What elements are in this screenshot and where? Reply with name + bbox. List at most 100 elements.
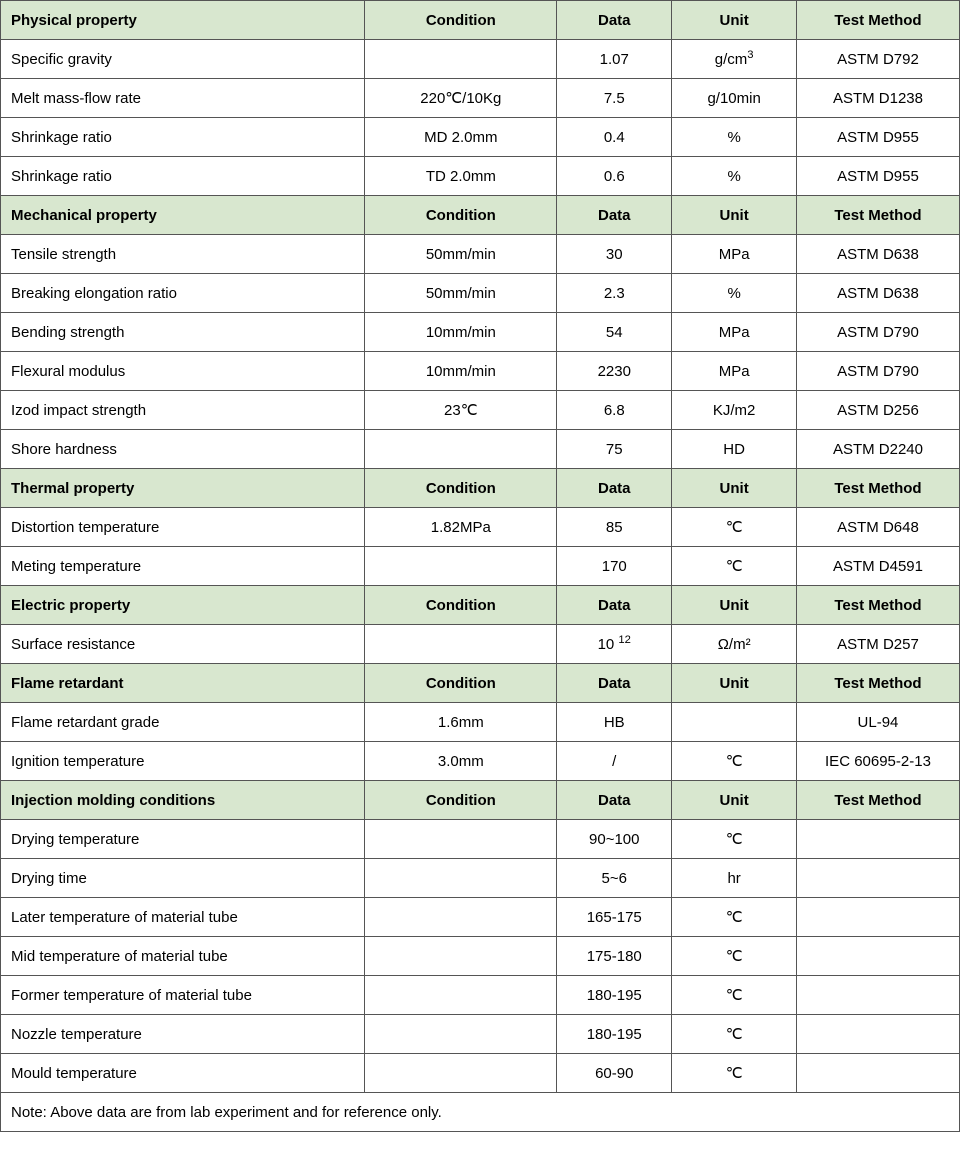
col-data: Data <box>557 586 672 625</box>
cell-method <box>796 937 959 976</box>
cell-name: Meting temperature <box>1 547 365 586</box>
cell-data: 0.6 <box>557 157 672 196</box>
table-row: Shrinkage ratioMD 2.0mm0.4%ASTM D955 <box>1 118 960 157</box>
col-unit: Unit <box>672 781 797 820</box>
table-row: Shore hardness75HDASTM D2240 <box>1 430 960 469</box>
cell-unit: g/10min <box>672 79 797 118</box>
cell-unit: HD <box>672 430 797 469</box>
cell-condition <box>365 976 557 1015</box>
section-title: Physical property <box>1 1 365 40</box>
table-row: Melt mass-flow rate220℃/10Kg7.5g/10minAS… <box>1 79 960 118</box>
section-title: Thermal property <box>1 469 365 508</box>
note-row: Note: Above data are from lab experiment… <box>1 1093 960 1132</box>
col-unit: Unit <box>672 469 797 508</box>
cell-name: Ignition temperature <box>1 742 365 781</box>
cell-method: ASTM D790 <box>796 352 959 391</box>
col-data: Data <box>557 196 672 235</box>
cell-method: ASTM D4591 <box>796 547 959 586</box>
cell-name: Drying time <box>1 859 365 898</box>
cell-data: 2.3 <box>557 274 672 313</box>
cell-data: 75 <box>557 430 672 469</box>
cell-name: Later temperature of material tube <box>1 898 365 937</box>
cell-data: 5~6 <box>557 859 672 898</box>
cell-unit: % <box>672 118 797 157</box>
cell-name: Flexural modulus <box>1 352 365 391</box>
cell-unit: MPa <box>672 313 797 352</box>
table-row: Later temperature of material tube 165-17… <box>1 898 960 937</box>
cell-unit <box>672 703 797 742</box>
table-row: Izod impact strength23℃6.8KJ/m2ASTM D256 <box>1 391 960 430</box>
cell-condition <box>365 937 557 976</box>
cell-unit: ℃ <box>672 820 797 859</box>
cell-unit: hr <box>672 859 797 898</box>
cell-data: 7.5 <box>557 79 672 118</box>
table-row: Former temperature of material tube180-1… <box>1 976 960 1015</box>
col-unit: Unit <box>672 664 797 703</box>
cell-name: Mid temperature of material tube <box>1 937 365 976</box>
cell-method: ASTM D256 <box>796 391 959 430</box>
properties-table: Physical propertyConditionDataUnitTest M… <box>0 0 960 1132</box>
cell-unit: ℃ <box>672 1054 797 1093</box>
cell-name: Melt mass-flow rate <box>1 79 365 118</box>
cell-unit: % <box>672 157 797 196</box>
table-row: Mid temperature of material tube175-180℃ <box>1 937 960 976</box>
cell-name: Distortion temperature <box>1 508 365 547</box>
table-row: Surface resistance10 12Ω/m²ASTM D257 <box>1 625 960 664</box>
table-row: Drying temperature90~100℃ <box>1 820 960 859</box>
cell-data: 165-175 <box>557 898 672 937</box>
cell-condition: 220℃/10Kg <box>365 79 557 118</box>
cell-name: Breaking elongation ratio <box>1 274 365 313</box>
cell-unit: MPa <box>672 352 797 391</box>
table-row: Bending strength10mm/min54MPaASTM D790 <box>1 313 960 352</box>
cell-data: 180-195 <box>557 1015 672 1054</box>
col-data: Data <box>557 664 672 703</box>
cell-method: ASTM D638 <box>796 235 959 274</box>
cell-unit: % <box>672 274 797 313</box>
col-method: Test Method <box>796 586 959 625</box>
col-method: Test Method <box>796 196 959 235</box>
cell-condition <box>365 40 557 79</box>
cell-method: ASTM D790 <box>796 313 959 352</box>
section-title: Electric property <box>1 586 365 625</box>
col-condition: Condition <box>365 781 557 820</box>
col-condition: Condition <box>365 1 557 40</box>
cell-condition: 10mm/min <box>365 352 557 391</box>
cell-condition: 1.6mm <box>365 703 557 742</box>
cell-unit: ℃ <box>672 976 797 1015</box>
section-title: Mechanical property <box>1 196 365 235</box>
section-header: Injection molding conditionsConditionDat… <box>1 781 960 820</box>
cell-name: Nozzle temperature <box>1 1015 365 1054</box>
cell-data: 6.8 <box>557 391 672 430</box>
col-unit: Unit <box>672 1 797 40</box>
cell-name: Shrinkage ratio <box>1 118 365 157</box>
cell-method: UL-94 <box>796 703 959 742</box>
section-header: Thermal propertyConditionDataUnitTest Me… <box>1 469 960 508</box>
table-row: Meting temperature170℃ASTM D4591 <box>1 547 960 586</box>
cell-name: Mould temperature <box>1 1054 365 1093</box>
cell-data: 54 <box>557 313 672 352</box>
cell-data: 90~100 <box>557 820 672 859</box>
cell-unit: ℃ <box>672 508 797 547</box>
col-condition: Condition <box>365 469 557 508</box>
cell-data: / <box>557 742 672 781</box>
cell-unit: KJ/m2 <box>672 391 797 430</box>
cell-condition <box>365 898 557 937</box>
cell-condition: 10mm/min <box>365 313 557 352</box>
cell-unit: g/cm3 <box>672 40 797 79</box>
col-condition: Condition <box>365 586 557 625</box>
cell-data: 60-90 <box>557 1054 672 1093</box>
cell-method <box>796 1015 959 1054</box>
col-unit: Unit <box>672 586 797 625</box>
cell-unit: ℃ <box>672 937 797 976</box>
cell-method: ASTM D955 <box>796 118 959 157</box>
cell-name: Former temperature of material tube <box>1 976 365 1015</box>
cell-name: Flame retardant grade <box>1 703 365 742</box>
col-data: Data <box>557 781 672 820</box>
cell-condition: MD 2.0mm <box>365 118 557 157</box>
col-method: Test Method <box>796 469 959 508</box>
col-condition: Condition <box>365 196 557 235</box>
cell-method <box>796 898 959 937</box>
section-header: Electric propertyConditionDataUnitTest M… <box>1 586 960 625</box>
cell-condition <box>365 859 557 898</box>
table-row: Mould temperature 60-90℃ <box>1 1054 960 1093</box>
